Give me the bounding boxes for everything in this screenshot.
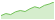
chart [0,0,55,20]
plot-area [1,2,54,19]
chart-root [0,0,55,20]
line [1,2,54,16]
area-fill [1,2,54,19]
